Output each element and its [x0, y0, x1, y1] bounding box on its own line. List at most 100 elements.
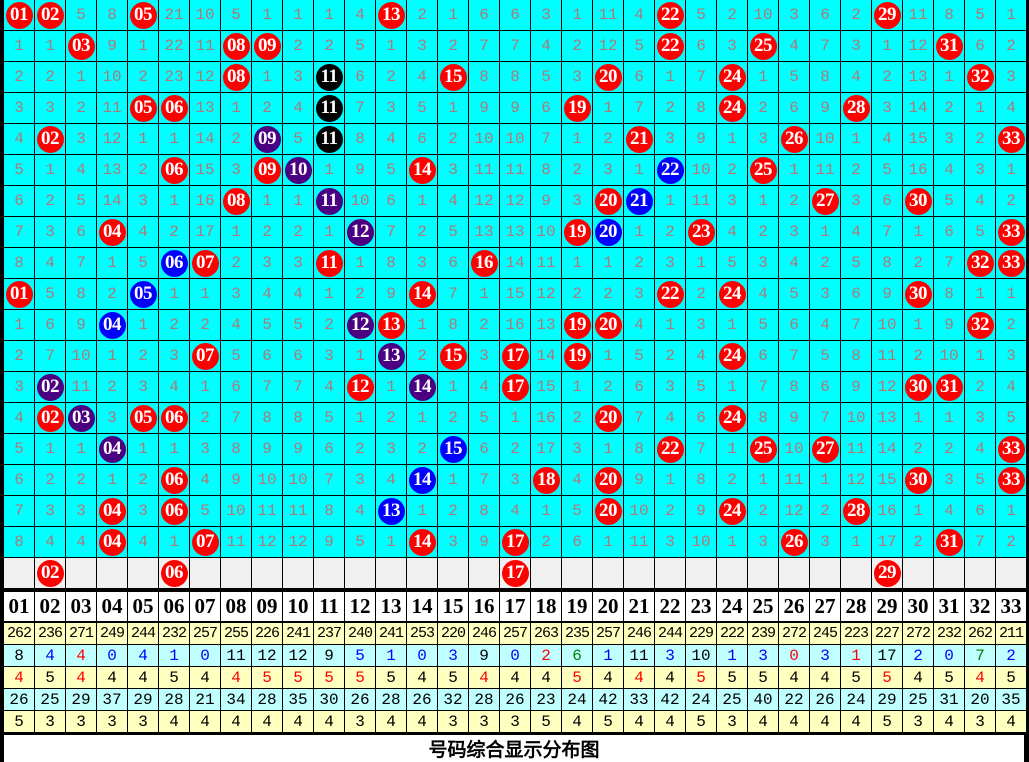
omission-count: 7 [324, 471, 334, 489]
grid-cell: 10 [283, 465, 313, 495]
grid-cell: 7 [35, 341, 65, 371]
number-ball: 30 [904, 466, 932, 494]
omission-count: 6 [262, 347, 272, 365]
grid-cell: 11 [66, 372, 96, 402]
omission-count: 4 [944, 161, 954, 179]
grid-cell: 2 [97, 372, 127, 402]
omission-count: 16 [877, 502, 897, 520]
stat-cell: 241 [283, 623, 313, 644]
grid-cell: 3 [562, 62, 592, 92]
grid-cell: 15 [531, 372, 561, 402]
grid-cell: 9 [97, 31, 127, 61]
grid-cell: 01 [4, 279, 34, 309]
omission-count: 3 [14, 378, 24, 396]
omission-count: 5 [727, 254, 737, 272]
omission-count: 3 [975, 161, 985, 179]
omission-count: 1 [758, 192, 768, 210]
omission-count: 9 [510, 99, 520, 117]
number-ball: 06 [160, 404, 188, 432]
stat-cell: 24 [562, 689, 592, 710]
omission-count: 2 [727, 161, 737, 179]
omission-count: 4 [665, 409, 675, 427]
grid-cell: 14 [500, 248, 530, 278]
grid-cell: 2 [314, 310, 344, 340]
stat-cell: 253 [407, 623, 437, 644]
grid-cell: 33 [996, 217, 1026, 247]
omission-count: 6 [45, 316, 55, 334]
grid-cell: 2 [376, 62, 406, 92]
stat-cell: 262 [965, 623, 995, 644]
grid-cell: 3 [655, 527, 685, 557]
grid-cell: 10 [624, 496, 654, 526]
grid-cell: 2 [686, 279, 716, 309]
omission-count: 1 [45, 37, 55, 55]
grid-cell: 3 [283, 248, 313, 278]
omission-count: 9 [882, 285, 892, 303]
grid-cell: 2 [655, 93, 685, 123]
stat-cell: 5 [996, 667, 1026, 688]
grid-cell: 3 [965, 155, 995, 185]
number-ball: 22 [656, 280, 684, 308]
number-ball: 24 [718, 497, 746, 525]
stat-cell: 4 [655, 711, 685, 732]
grid-cell: 1 [562, 124, 592, 154]
omission-count: 9 [324, 533, 334, 551]
grid-cell: 9 [531, 186, 561, 216]
stat-cell: 5 [345, 645, 375, 666]
grid-cell: 10 [748, 0, 778, 30]
omission-count: 1 [448, 6, 458, 24]
grid-cell: 2 [996, 31, 1026, 61]
grid-cell: 2 [996, 186, 1026, 216]
grid-cell: 16 [531, 403, 561, 433]
grid-cell: 17 [872, 527, 902, 557]
grid-cell: 11 [841, 434, 871, 464]
omission-count: 10 [102, 68, 122, 86]
omission-count: 7 [386, 223, 396, 241]
grid-cell: 1 [314, 279, 344, 309]
stat-cell: 3 [469, 711, 499, 732]
stat-cell: 4 [221, 711, 251, 732]
column-header: 14 [407, 592, 437, 621]
grid-cell: 3 [4, 372, 34, 402]
omission-count: 8 [107, 6, 117, 24]
omission-count: 3 [386, 99, 396, 117]
grid-cell: 4 [965, 434, 995, 464]
grid-cell: 6 [438, 248, 468, 278]
omission-count: 5 [138, 254, 148, 272]
grid-cell [841, 558, 871, 588]
grid-cell: 8 [4, 527, 34, 557]
stat-cell: 255 [221, 623, 251, 644]
grid-cell: 5 [283, 310, 313, 340]
omission-count: 3 [386, 440, 396, 458]
stat-cell: 1 [376, 645, 406, 666]
omission-count: 5 [696, 6, 706, 24]
omission-count: 7 [479, 471, 489, 489]
omission-count: 12 [908, 37, 928, 55]
omission-count: 2 [882, 68, 892, 86]
omission-count: 6 [386, 192, 396, 210]
omission-count: 4 [634, 316, 644, 334]
number-ball: 27 [811, 435, 839, 463]
grid-cell: 3 [345, 465, 375, 495]
grid-cell: 2 [407, 341, 437, 371]
grid-cell: 5 [841, 248, 871, 278]
omission-count: 4 [789, 37, 799, 55]
grid-cell: 17 [500, 558, 530, 588]
column-header: 25 [748, 592, 778, 621]
grid-cell: 1 [996, 496, 1026, 526]
grid-cell: 11 [314, 186, 344, 216]
omission-count: 4 [138, 533, 148, 551]
grid-cell: 3 [35, 93, 65, 123]
number-ball: 21 [625, 187, 653, 215]
stat-cell: 244 [128, 623, 158, 644]
omission-count: 1 [603, 533, 613, 551]
omission-count: 1 [603, 254, 613, 272]
grid-cell: 11 [314, 124, 344, 154]
grid-cell: 16 [500, 310, 530, 340]
stat-cell: 28 [469, 689, 499, 710]
grid-cell: 03 [66, 31, 96, 61]
omission-count: 15 [505, 285, 525, 303]
grid-cell: 6 [748, 341, 778, 371]
grid-cell: 11 [903, 0, 933, 30]
grid-cell: 3 [686, 310, 716, 340]
